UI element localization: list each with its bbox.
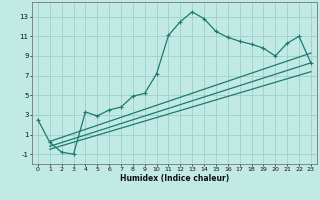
X-axis label: Humidex (Indice chaleur): Humidex (Indice chaleur) bbox=[120, 174, 229, 183]
